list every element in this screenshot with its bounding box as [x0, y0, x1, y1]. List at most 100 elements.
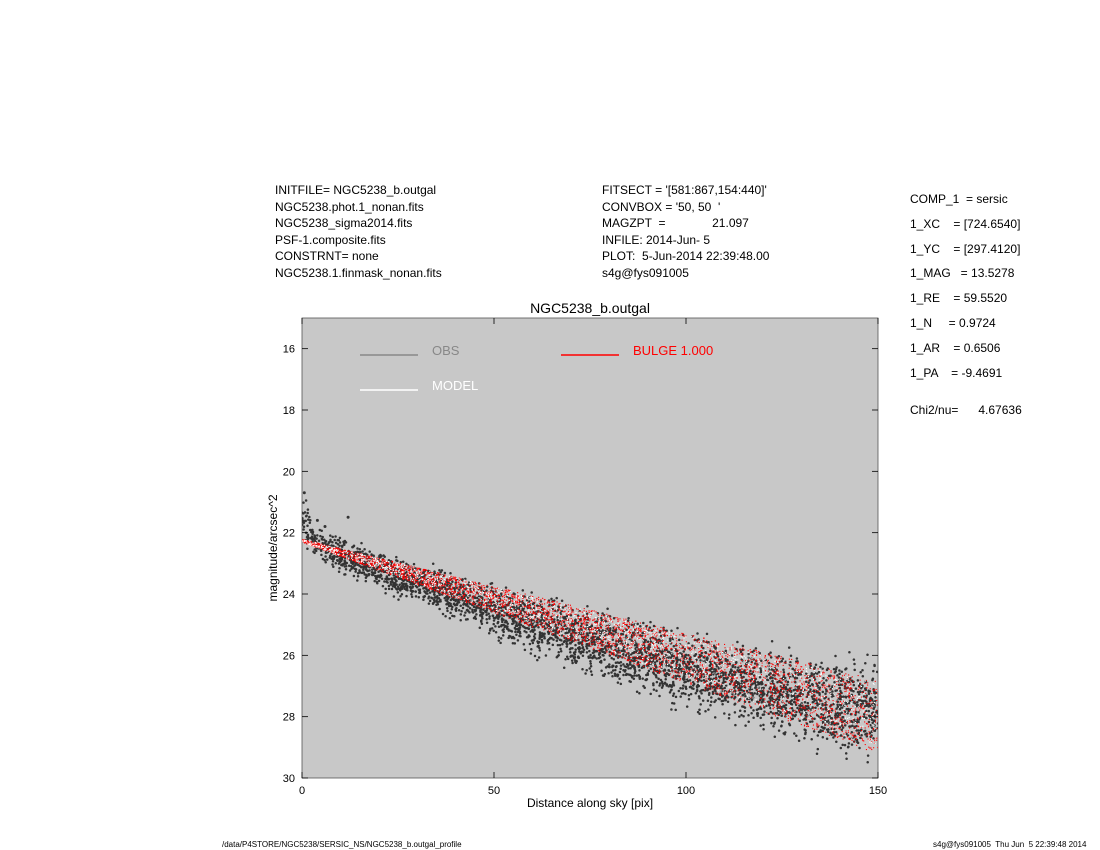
obs-point	[652, 672, 656, 675]
band-point	[599, 650, 601, 652]
obs-point	[646, 640, 650, 644]
obs-point	[313, 548, 316, 551]
band-point	[542, 626, 544, 628]
band-point	[773, 689, 775, 691]
band-point	[610, 653, 612, 655]
obs-point	[727, 695, 730, 699]
obs-point	[660, 686, 664, 689]
band-point	[394, 567, 396, 569]
band-point	[345, 552, 347, 554]
obs-point	[717, 697, 720, 701]
obs-point	[562, 666, 566, 670]
obs-point	[611, 638, 615, 642]
obs-point	[595, 657, 598, 660]
band-point	[517, 596, 519, 598]
band-point	[585, 633, 587, 635]
obs-point	[501, 634, 505, 637]
band-point	[642, 660, 644, 662]
obs-point	[481, 617, 484, 620]
band-point	[371, 556, 373, 558]
obs-point	[771, 697, 774, 700]
band-point	[687, 670, 689, 672]
obs-point	[875, 710, 878, 714]
obs-point	[687, 672, 690, 676]
band-point	[552, 604, 554, 606]
band-point	[522, 597, 524, 599]
obs-point	[821, 690, 825, 694]
obs-point	[808, 679, 812, 682]
band-point	[347, 550, 349, 552]
obs-point	[578, 641, 582, 644]
band-point	[617, 651, 619, 653]
obs-point	[769, 656, 773, 659]
band-point	[420, 582, 422, 584]
band-point	[560, 615, 562, 617]
obs-point	[397, 577, 401, 581]
obs-point	[789, 654, 793, 658]
obs-point	[865, 704, 868, 707]
obs-point	[589, 653, 592, 657]
band-point	[621, 639, 623, 641]
band-point	[854, 727, 856, 729]
band-point	[718, 674, 720, 676]
band-point	[836, 681, 838, 683]
obs-point	[523, 648, 527, 652]
band-point	[496, 596, 498, 598]
obs-point	[307, 518, 310, 521]
obs-point	[733, 695, 737, 699]
band-point	[468, 591, 470, 593]
band-point	[820, 715, 822, 717]
band-point	[472, 602, 474, 604]
obs-point	[338, 544, 341, 548]
band-point	[308, 541, 310, 543]
obs-point	[338, 566, 341, 570]
obs-point	[691, 644, 694, 647]
band-point	[443, 592, 445, 594]
band-point	[640, 634, 642, 636]
obs-point	[638, 692, 641, 695]
obs-point	[740, 679, 744, 683]
band-point	[663, 628, 665, 630]
obs-point	[695, 689, 699, 693]
band-point	[538, 596, 540, 598]
obs-point	[626, 664, 630, 668]
obs-point	[356, 572, 360, 575]
band-point	[617, 625, 619, 627]
obs-point	[497, 639, 501, 642]
band-point	[402, 568, 404, 570]
obs-point	[458, 588, 461, 592]
obs-point	[868, 704, 872, 708]
band-point	[626, 650, 628, 652]
obs-point	[538, 633, 542, 636]
band-point	[455, 580, 457, 582]
obs-point	[754, 685, 757, 689]
obs-point	[574, 660, 577, 664]
band-point	[605, 638, 607, 640]
obs-point	[447, 604, 451, 608]
band-point	[598, 647, 600, 649]
user-host-line: s4g@fys091005	[602, 265, 689, 280]
band-point	[518, 621, 520, 623]
obs-point	[586, 604, 589, 608]
band-point	[692, 674, 694, 676]
obs-point	[863, 730, 866, 733]
obs-point	[759, 706, 762, 709]
obs-point	[653, 661, 657, 664]
band-point	[814, 710, 816, 712]
band-point	[848, 732, 850, 734]
band-point	[697, 656, 699, 658]
band-point	[527, 612, 529, 614]
obs-point	[769, 710, 773, 714]
obs-point	[472, 616, 476, 620]
obs-point	[430, 596, 433, 599]
obs-point	[611, 664, 614, 668]
band-point	[455, 582, 457, 584]
obs-point	[715, 663, 718, 666]
obs-point	[729, 671, 732, 675]
band-point	[812, 728, 814, 730]
obs-point	[448, 616, 452, 620]
obs-point	[640, 653, 644, 656]
band-point	[798, 690, 800, 692]
obs-point	[514, 624, 518, 628]
band-point	[659, 670, 661, 672]
